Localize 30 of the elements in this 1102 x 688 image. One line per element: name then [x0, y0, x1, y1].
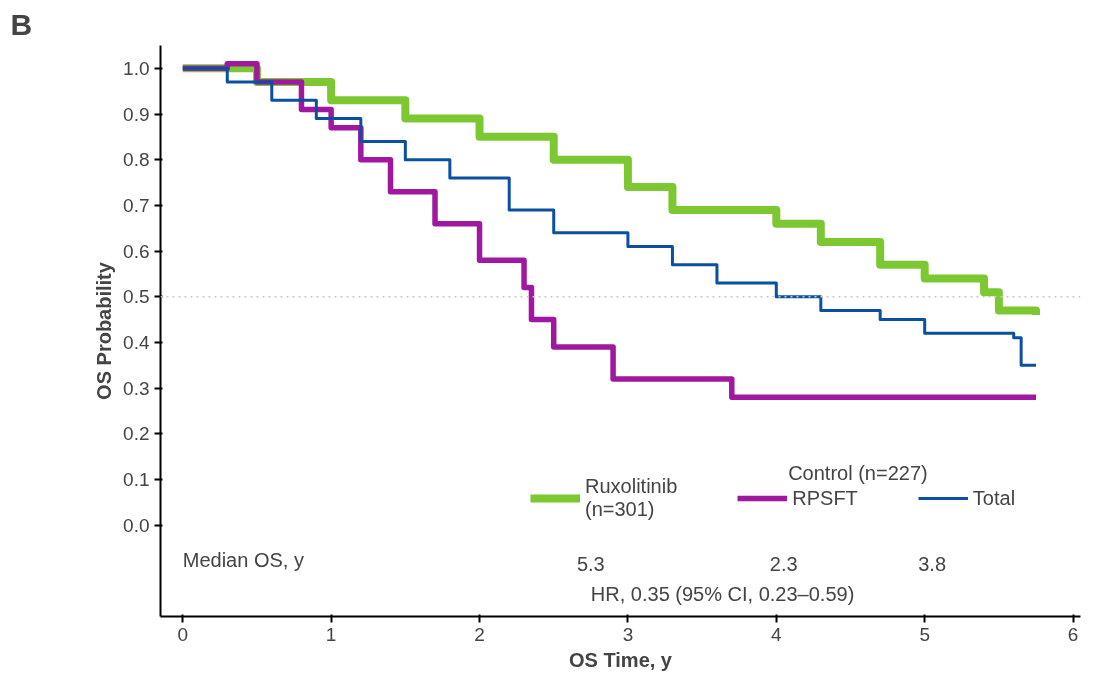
y-tick-label: 0.6 — [123, 240, 150, 262]
legend-label: Ruxolitinib (n=301) — [585, 475, 678, 521]
annotation: 3.8 — [918, 552, 947, 575]
y-tick-label: 0.4 — [123, 331, 150, 353]
y-tick-label: 0.8 — [123, 149, 150, 171]
y-tick-label: 0.3 — [123, 377, 150, 399]
y-tick-label: 0.5 — [123, 286, 150, 308]
y-tick-label: 0.1 — [123, 468, 150, 490]
y-axis-title: OS Probability — [93, 261, 116, 400]
x-tick-label: 0 — [177, 623, 189, 645]
annotation: Median OS, y — [182, 548, 304, 571]
x-tick-label: 6 — [1067, 623, 1079, 645]
y-tick-label: 0.2 — [123, 423, 150, 445]
annotation: Control (n=227) — [788, 462, 928, 485]
annotation: HR, 0.35 (95% CI, 0.23–0.59) — [590, 583, 855, 606]
x-tick-label: 1 — [325, 623, 337, 645]
y-tick-label: 0.7 — [123, 194, 150, 216]
y-tick-label: 0.0 — [123, 514, 150, 536]
x-tick-label: 5 — [919, 623, 930, 645]
legend-label: Total — [972, 486, 1016, 510]
x-tick-label: 4 — [771, 623, 783, 645]
x-tick-label: 3 — [622, 623, 634, 645]
annotation: 2.3 — [769, 552, 798, 575]
annotation: 5.3 — [576, 552, 605, 575]
y-tick-label: 1.0 — [123, 57, 150, 79]
x-axis-title: OS Time, y — [569, 648, 673, 671]
legend-label: RPSFT — [792, 486, 858, 510]
y-tick-label: 0.9 — [123, 103, 150, 125]
x-tick-label: 2 — [474, 623, 485, 645]
chart-title: B — [10, 7, 33, 41]
